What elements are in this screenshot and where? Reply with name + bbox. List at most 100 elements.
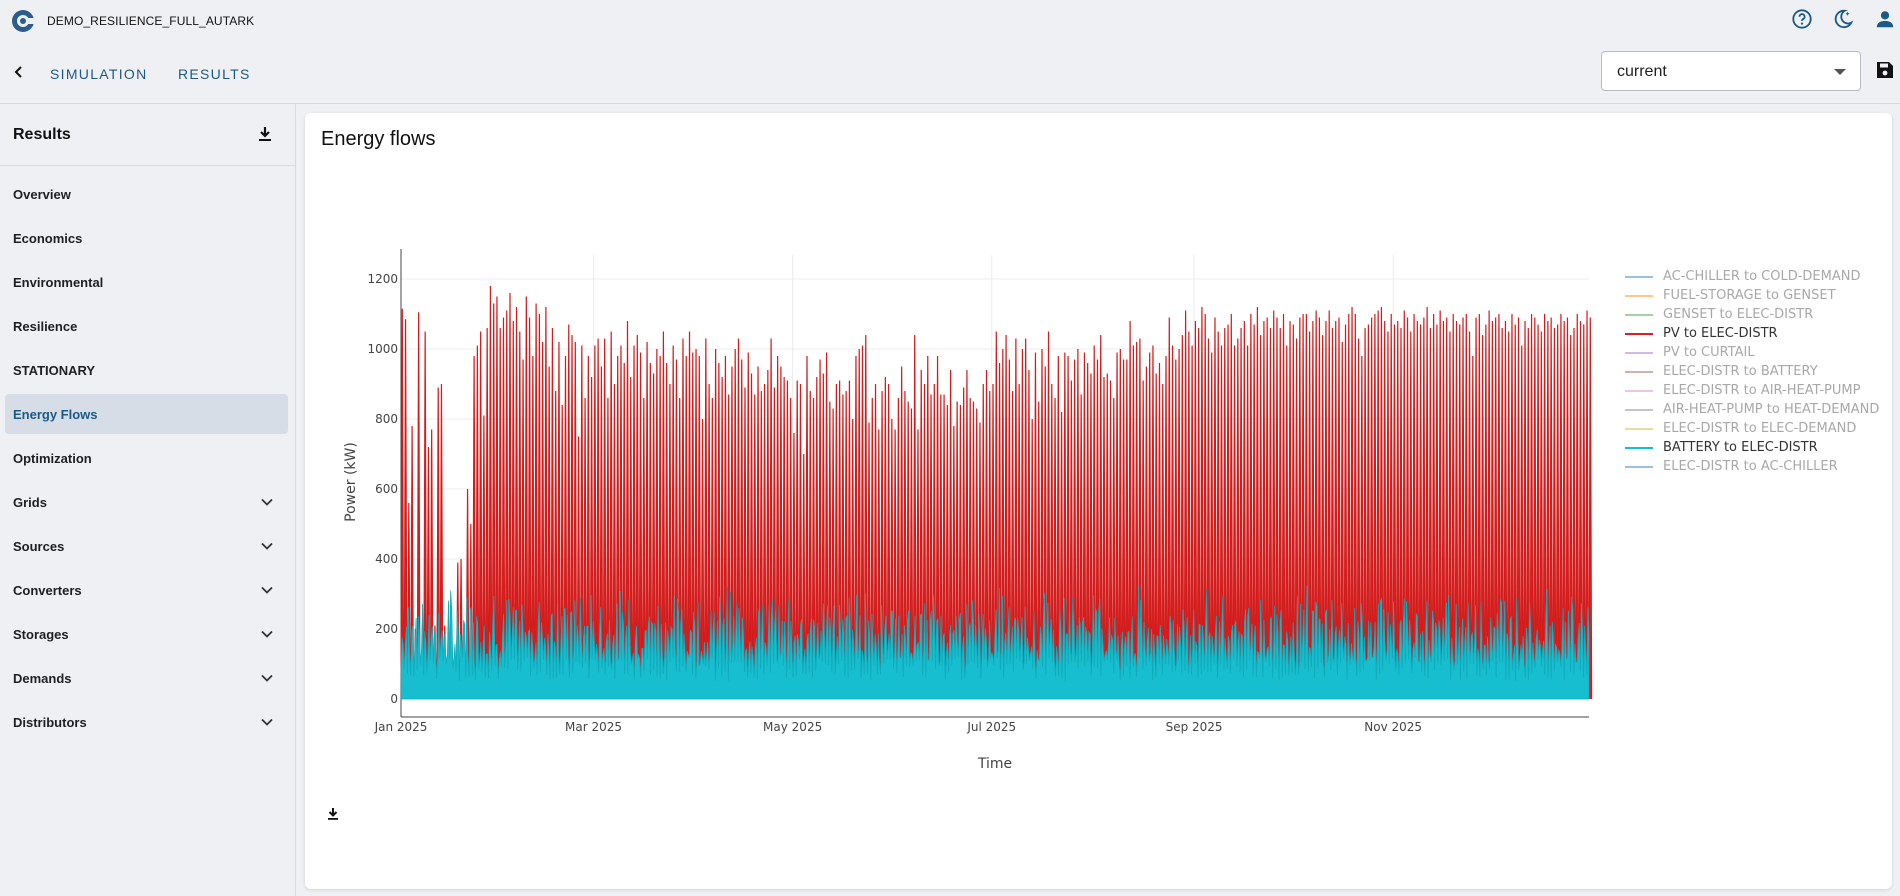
download-icon[interactable]	[255, 124, 277, 146]
legend-item[interactable]: PV to ELEC-DISTR	[1617, 325, 1887, 344]
legend-label: AC-CHILLER to COLD-DEMAND	[1663, 269, 1861, 284]
chevron-down-icon	[261, 542, 273, 550]
chart-download-icon[interactable]	[325, 806, 345, 826]
chevron-left-icon	[14, 66, 22, 78]
legend-swatch	[1625, 428, 1653, 430]
sidebar-item-optimization[interactable]: Optimization	[5, 438, 288, 478]
scenario-select[interactable]: current	[1601, 51, 1861, 91]
top-bar: DEMO_RESILIENCE_FULL_AUTARK	[0, 0, 1900, 42]
y-axis-title: Power (kW)	[343, 442, 359, 522]
legend-label: FUEL-STORAGE to GENSET	[1663, 288, 1836, 303]
x-axis-title: Time	[977, 756, 1012, 772]
scenario-select-value: current	[1617, 63, 1667, 80]
nav-simulation-link[interactable]: SIMULATION	[50, 66, 148, 82]
results-sidebar: Results Overview Economics Environmental Re…	[0, 104, 296, 896]
chevron-down-icon	[261, 674, 273, 682]
x-tick-label: Jul 2025	[966, 720, 1016, 734]
legend-swatch	[1625, 371, 1653, 373]
sidebar-item-label: Demands	[13, 671, 72, 686]
legend-item[interactable]: GENSET to ELEC-DISTR	[1617, 306, 1887, 325]
legend-swatch	[1625, 276, 1653, 278]
legend-label: GENSET to ELEC-DISTR	[1663, 307, 1814, 322]
sidebar-item-economics[interactable]: Economics	[5, 218, 288, 258]
legend-item[interactable]: ELEC-DISTR to AIR-HEAT-PUMP	[1617, 382, 1887, 401]
legend-swatch	[1625, 447, 1653, 449]
sidebar-item-stationary[interactable]: STATIONARY	[5, 350, 288, 390]
legend-label: ELEC-DISTR to BATTERY	[1663, 364, 1818, 379]
legend-label: ELEC-DISTR to AC-CHILLER	[1663, 459, 1838, 474]
sidebar-item-energy-flows[interactable]: Energy Flows	[5, 394, 288, 434]
energy-flows-chart[interactable]: 0 200 400 600 800 1000 1200 Jan 2025 Mar 2025 May…	[305, 113, 1892, 793]
legend-label: ELEC-DISTR to ELEC-DEMAND	[1663, 421, 1857, 436]
legend-label: BATTERY to ELEC-DISTR	[1663, 440, 1818, 455]
page-title: Energy flows	[321, 128, 436, 150]
sidebar-item-label: Converters	[13, 583, 82, 598]
y-tick-label: 400	[375, 552, 398, 566]
legend-item[interactable]: ELEC-DISTR to AC-CHILLER	[1617, 458, 1887, 477]
save-icon[interactable]	[1876, 61, 1898, 83]
sidebar-item-label: Energy Flows	[13, 407, 98, 422]
sidebar-item-label: Distributors	[13, 715, 87, 730]
sidebar-item-environmental[interactable]: Environmental	[5, 262, 288, 302]
x-tick-label: Sep 2025	[1166, 720, 1223, 734]
chevron-down-icon	[261, 498, 273, 506]
nav-row: SIMULATION RESULTS current	[0, 42, 1900, 104]
legend-item[interactable]: ELEC-DISTR to ELEC-DEMAND	[1617, 420, 1887, 439]
sidebar-item-storages[interactable]: Storages	[5, 614, 288, 654]
app-logo-icon	[10, 8, 36, 34]
sidebar-item-overview[interactable]: Overview	[5, 174, 288, 214]
legend-swatch	[1625, 314, 1653, 316]
y-tick-label: 800	[375, 412, 398, 426]
sidebar-item-distributors[interactable]: Distributors	[5, 702, 288, 742]
legend-label: PV to ELEC-DISTR	[1663, 326, 1778, 341]
energy-flows-card: Energy flows 0 200 400 600 800 1000 1200 Jan 20…	[305, 113, 1892, 889]
sidebar-item-label: STATIONARY	[13, 363, 96, 378]
legend-item[interactable]: AIR-HEAT-PUMP to HEAT-DEMAND	[1617, 401, 1887, 420]
x-tick-label: Jan 2025	[374, 720, 428, 734]
sidebar-item-demands[interactable]: Demands	[5, 658, 288, 698]
y-tick-label: 200	[375, 622, 398, 636]
legend-swatch	[1625, 466, 1653, 468]
sidebar-item-sources[interactable]: Sources	[5, 526, 288, 566]
caret-down-icon	[1834, 69, 1846, 75]
sidebar-title: Results	[13, 126, 71, 143]
theme-toggle-icon[interactable]	[1830, 6, 1856, 32]
series-pv-to-elec-distr	[400, 285, 1593, 700]
sidebar-item-resilience[interactable]: Resilience	[5, 306, 288, 346]
y-tick-label: 1000	[367, 342, 398, 356]
x-tick-label: May 2025	[763, 720, 822, 734]
legend-label: ELEC-DISTR to AIR-HEAT-PUMP	[1663, 383, 1861, 398]
sidebar-header: Results	[0, 104, 295, 166]
legend-item[interactable]: FUEL-STORAGE to GENSET	[1617, 287, 1887, 306]
x-tick-label: Mar 2025	[565, 720, 622, 734]
series-battery-to-elec-distr	[400, 585, 1590, 700]
legend-label: PV to CURTAIL	[1663, 345, 1755, 360]
sidebar-item-label: Grids	[13, 495, 47, 510]
sidebar-item-label: Storages	[13, 627, 69, 642]
legend-swatch	[1625, 352, 1653, 354]
sidebar-item-label: Optimization	[13, 451, 92, 466]
chevron-down-icon	[261, 586, 273, 594]
legend-item[interactable]: ELEC-DISTR to BATTERY	[1617, 363, 1887, 382]
legend-swatch	[1625, 333, 1653, 335]
chevron-down-icon	[261, 718, 273, 726]
legend-item[interactable]: BATTERY to ELEC-DISTR	[1617, 439, 1887, 458]
account-icon[interactable]	[1872, 6, 1898, 32]
legend-swatch	[1625, 409, 1653, 411]
chevron-down-icon	[261, 630, 273, 638]
help-circle-icon[interactable]	[1789, 6, 1815, 32]
legend-swatch	[1625, 390, 1653, 392]
sidebar-item-label: Sources	[13, 539, 65, 554]
legend-item[interactable]: AC-CHILLER to COLD-DEMAND	[1617, 268, 1887, 287]
sidebar-item-grids[interactable]: Grids	[5, 482, 288, 522]
legend-label: AIR-HEAT-PUMP to HEAT-DEMAND	[1663, 402, 1880, 417]
sidebar-item-label: Overview	[13, 187, 71, 202]
back-button[interactable]	[9, 62, 29, 82]
sidebar-item-converters[interactable]: Converters	[5, 570, 288, 610]
app-title: DEMO_RESILIENCE_FULL_AUTARK	[47, 14, 255, 28]
legend-item[interactable]: PV to CURTAIL	[1617, 344, 1887, 363]
sidebar-item-label: Resilience	[13, 319, 78, 334]
nav-results-link[interactable]: RESULTS	[178, 66, 251, 82]
sidebar-item-label: Environmental	[13, 275, 104, 290]
y-tick-label: 0	[390, 692, 398, 706]
